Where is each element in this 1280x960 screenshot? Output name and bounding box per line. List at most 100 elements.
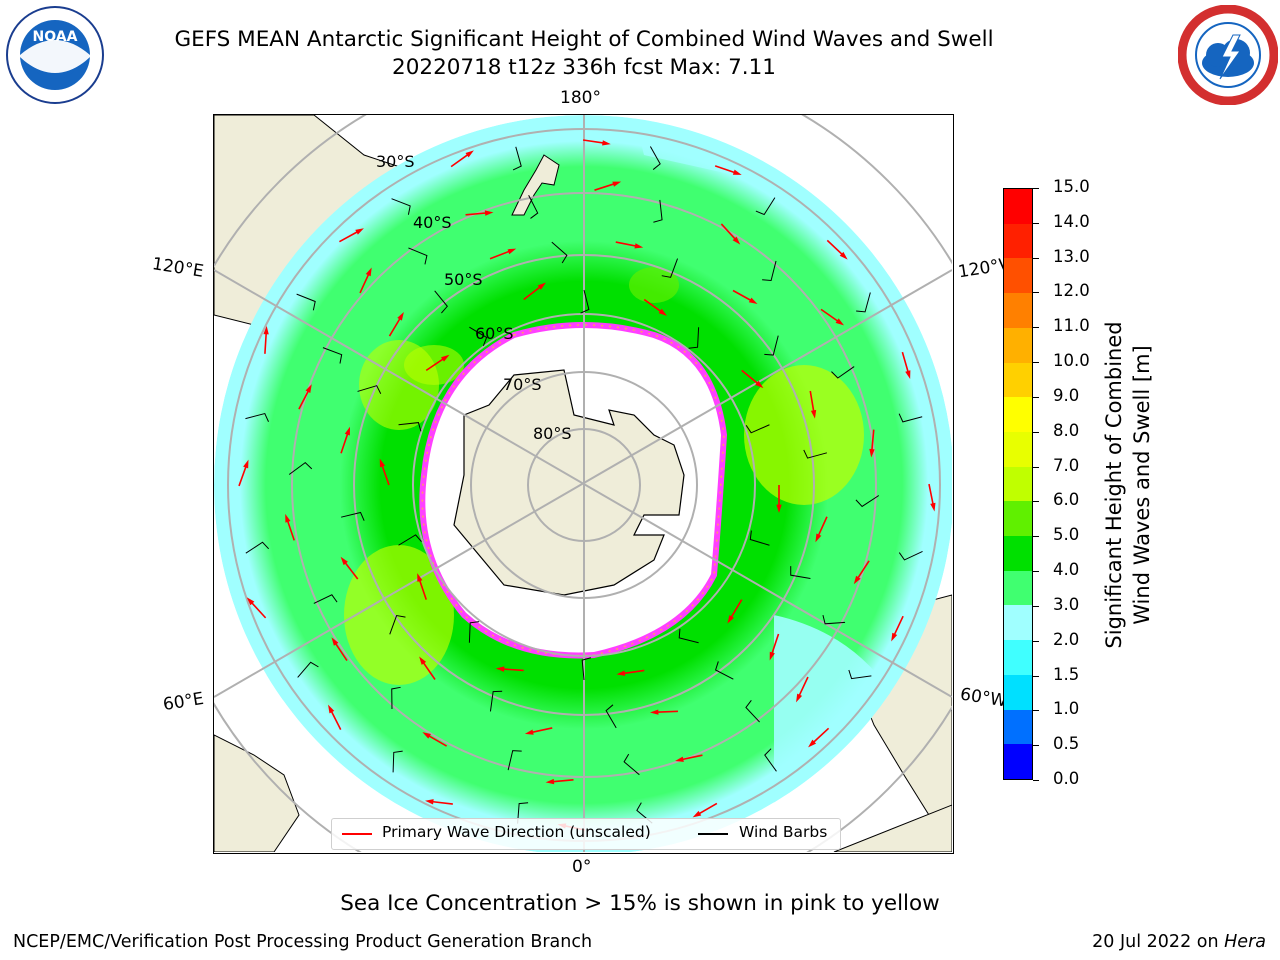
wave-direction-arrow	[901, 351, 910, 374]
wave-direction-arrow	[340, 432, 349, 454]
wave-direction-arrow	[330, 709, 342, 730]
colorbar-tick-mark	[1033, 501, 1039, 503]
colorbar-tick-mark	[1033, 327, 1039, 329]
wave-direction-arrow	[343, 561, 359, 580]
wave-direction-arrow	[388, 316, 402, 337]
wave-arrow-head	[602, 140, 611, 146]
wind-barb	[855, 495, 880, 508]
wind-barb	[245, 412, 269, 422]
colorbar-segment	[1004, 362, 1032, 398]
wave-direction-arrow	[359, 272, 370, 294]
polar-map	[214, 115, 953, 853]
wave-direction-arrow	[582, 139, 605, 145]
colorbar-tick-mark	[1033, 640, 1039, 642]
wind-barb	[745, 424, 770, 434]
footer-branch: NCEP/EMC/Verification Post Processing Pr…	[13, 932, 593, 952]
lon-label-upper-left: 120°E	[150, 254, 205, 282]
nws-logo	[1177, 4, 1279, 106]
colorbar-tick-mark	[1033, 222, 1039, 224]
wind-barb	[790, 566, 811, 580]
wind-barb	[389, 614, 406, 635]
colorbar-segment	[1004, 397, 1032, 432]
lat-label-30s: 30°S	[376, 152, 415, 171]
wind-barb	[398, 422, 422, 432]
wave-arrow-head	[853, 575, 861, 585]
wave-direction-arrow	[501, 668, 524, 672]
lon-label-lower-right: 60°W	[958, 684, 1009, 712]
wave-arrow-head	[340, 556, 348, 566]
colorbar-segment	[1004, 501, 1032, 537]
wave-arrow-head	[331, 637, 339, 646]
wave-arrow-head	[634, 243, 644, 249]
wave-direction-arrow	[421, 660, 436, 680]
wind-barb	[678, 628, 699, 644]
wind-barb	[661, 258, 679, 278]
wave-arrow-head	[649, 709, 659, 715]
antarctica	[453, 369, 685, 596]
colorbar-tick-mark	[1033, 396, 1039, 398]
colorbar-segment	[1004, 189, 1032, 224]
lon-label-top: 180°	[560, 88, 601, 108]
wave-direction-arrow	[655, 710, 678, 714]
wind-barb	[296, 293, 316, 311]
wave-direction-arrow	[741, 369, 760, 385]
wave-direction-arrow	[238, 464, 248, 487]
map-panel	[213, 114, 954, 854]
colorbar-tick-label: 0.5	[1053, 734, 1080, 754]
colorbar-segment	[1004, 466, 1032, 502]
wind-barb	[623, 753, 640, 776]
wave-direction-arrow	[856, 560, 870, 580]
wave-direction-arrow	[530, 727, 553, 734]
colorbar-label: Significant Height of Combined Wind Wave…	[1100, 321, 1156, 648]
colorbar-tick-label: 6.0	[1053, 490, 1080, 510]
noaa-logo: NOAA	[5, 5, 105, 105]
wave-arrow-head	[755, 380, 764, 389]
colorbar-tick-mark	[1033, 710, 1039, 712]
wind-barb	[489, 690, 503, 712]
lat-label-60s: 60°S	[475, 324, 514, 343]
colorbar-tick-label: 8.0	[1053, 420, 1080, 440]
wind-barb	[528, 195, 539, 219]
wind-barb	[649, 146, 661, 170]
wind-barb	[398, 534, 422, 546]
colorbar-tick-mark	[1033, 257, 1039, 259]
colorbar-segment	[1004, 536, 1032, 571]
wind-barb-swatch	[698, 833, 728, 835]
wind-barb	[688, 327, 700, 349]
wave-direction-arrow	[732, 289, 753, 302]
colorbar-tick-mark	[1033, 571, 1039, 573]
wave-direction-arrow	[820, 308, 840, 323]
colorbar-tick-mark	[1033, 188, 1039, 189]
wave-arrow-head	[425, 799, 434, 805]
wind-barb	[341, 511, 365, 521]
wave-direction-arrow	[523, 285, 542, 301]
wave-arrow-head	[692, 810, 702, 818]
map-legend: Primary Wave Direction (unscaled) Wind B…	[331, 818, 841, 850]
wave-arrow-head	[905, 370, 911, 380]
colorbar-tick-label: 1.0	[1053, 699, 1080, 719]
wave-arrow-head	[675, 756, 684, 762]
sea-ice-note: Sea Ice Concentration > 15% is shown in …	[340, 891, 940, 916]
wind-barb	[898, 413, 923, 423]
wave-direction-arrow	[826, 239, 844, 257]
wave-direction-arrow	[714, 165, 737, 174]
wave-arrow-head	[365, 267, 372, 277]
wind-barb	[749, 530, 770, 546]
wave-arrow-head	[243, 459, 249, 469]
wave-direction-arrow	[817, 516, 828, 538]
wave-arrow-head	[839, 251, 848, 260]
wave-direction-arrow	[720, 223, 737, 241]
wave-arrow-head	[732, 236, 741, 245]
colorbar-tick-mark	[1033, 536, 1039, 538]
wave-arrow-head	[285, 513, 291, 523]
wave-direction-arrow	[427, 734, 448, 747]
wind-barb	[245, 541, 270, 554]
colorbar-tick-label: 4.0	[1053, 560, 1080, 580]
wind-barb	[408, 247, 428, 265]
wave-arrow-head	[441, 354, 450, 362]
wind-barb	[848, 669, 872, 680]
wave-arrow-head	[545, 778, 555, 785]
wave-arrow-head	[769, 651, 775, 661]
footer-machine: Hera	[1224, 932, 1266, 952]
wave-direction-arrow	[928, 483, 935, 506]
